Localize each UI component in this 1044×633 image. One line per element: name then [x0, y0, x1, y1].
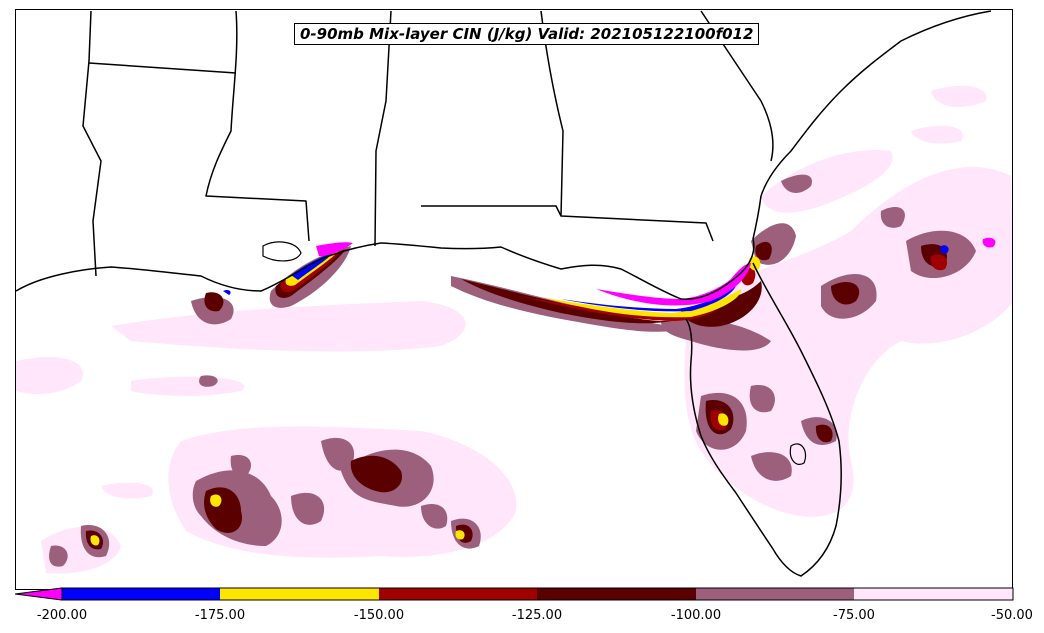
- coastline-florida: [685, 262, 842, 577]
- state-border-fl-al: [421, 205, 562, 217]
- state-border-tx-la: [82, 10, 102, 277]
- coastline-gulf: [16, 10, 992, 300]
- colorbar-tick-label: -125.00: [511, 608, 563, 623]
- colorbar-bin-mauve: [696, 588, 854, 600]
- state-border-ms-al: [374, 10, 392, 247]
- colorbar-tick-label: -100.00: [670, 608, 722, 623]
- geography-lines: [16, 10, 992, 577]
- state-border-ar-la: [88, 62, 237, 74]
- map-panel: 0-90mb Mix-layer CIN (J/kg) Valid: 20210…: [15, 9, 1013, 590]
- colorbar-bin-red: [379, 588, 537, 600]
- map-title: 0-90mb Mix-layer CIN (J/kg) Valid: 20210…: [294, 23, 760, 45]
- cin-field-light-pink: [16, 85, 1012, 574]
- colorbar-bin-yellow: [220, 588, 379, 600]
- colorbar-tick-label: -200.00: [36, 608, 88, 623]
- colorbar-tick-label: -75.00: [833, 608, 875, 623]
- lake-outlines: [262, 241, 807, 465]
- colorbar-bin-dark-maroon: [537, 588, 696, 600]
- colorbar-frame: [61, 587, 1014, 601]
- colorbar-bin-light-pink: [854, 588, 1013, 600]
- colorbar: [15, 587, 1014, 601]
- colorbar-bin-blue: [62, 588, 220, 600]
- colorbar-tick-label: -150.00: [353, 608, 405, 623]
- cin-field-magenta: [316, 237, 996, 306]
- cin-field-blue: [223, 245, 949, 312]
- colorbar-tick-label: -175.00: [194, 608, 246, 623]
- colorbar-tick-label: -50.00: [991, 608, 1033, 623]
- state-border-ms-river: [205, 10, 310, 242]
- colorbar-extend-arrow: [15, 587, 63, 601]
- state-border-al-ga: [540, 10, 714, 242]
